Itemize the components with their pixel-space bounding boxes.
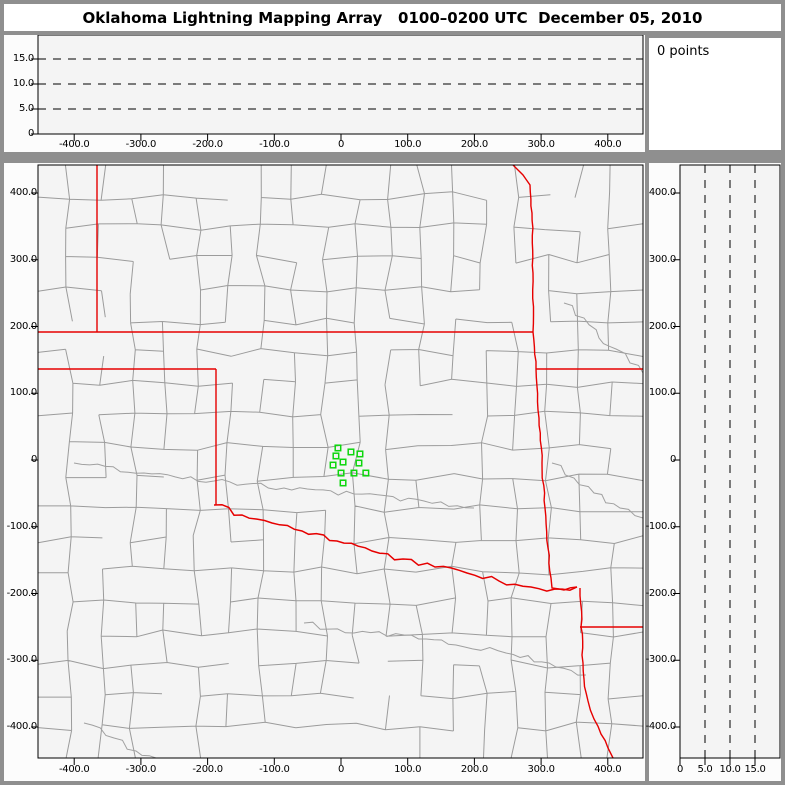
x-tick-label: -400.0 [58,139,90,150]
x-tick-label: -100.0 [259,139,290,150]
y-tick-label: -200.0 [645,587,677,599]
station-marker [329,461,337,469]
y-tick-label: -300.0 [6,654,38,666]
station-marker [332,452,340,460]
x-tick-label: 400.0 [594,139,622,150]
county-lines [38,165,643,758]
river [551,462,643,519]
station-marker [355,459,363,467]
x-tick-label: -100.0 [259,764,290,775]
plan-view-map[interactable] [4,163,645,781]
y-tick-label: 15.0 [12,53,34,64]
county-boundaries [38,165,643,758]
x-tick-label: 0 [337,764,345,775]
y-tick-label: -400.0 [645,721,677,732]
x-tick-label: 300.0 [527,139,555,150]
station-marker [347,448,355,456]
x-tick-label: 0 [337,139,345,150]
y-tick-label: 400.0 [648,187,676,198]
y-tick-label: 0 [669,454,676,465]
y-tick-label: 0 [30,454,37,465]
x-tick-label: 10.0 [719,764,741,775]
y-tick-label: 200.0 [9,320,37,332]
ew-altitude-panel: 15.0 10.0 5.0 0 -400.0 -300.0 -200.0 -100.0 0 100… [4,35,645,152]
x-tick-label: 100.0 [394,139,422,150]
station-marker [339,479,347,487]
river [73,462,475,509]
x-tick-label: -200.0 [192,764,223,775]
x-tick-label: 0 [676,764,684,775]
plot-background [680,165,780,758]
y-tick-label: 200.0 [648,320,676,332]
y-tick-label: 100.0 [9,387,37,399]
x-tick-label: 15.0 [744,764,766,775]
x-tick-label: -200.0 [192,139,223,150]
state-borders [38,165,643,758]
x-tick-label: -300.0 [125,139,157,150]
y-tick-label: 0 [27,128,34,139]
station-marker [334,444,342,452]
state-border-red-river [213,503,578,592]
state-border-southeast [579,588,614,758]
y-tick-label: -200.0 [6,587,38,599]
points-count-label: 0 points [657,44,710,59]
y-tick-label: 10.0 [12,78,34,89]
x-tick-label: -300.0 [125,764,157,775]
river [303,621,587,676]
y-tick-label: 5.0 [18,103,34,114]
x-tick-label: 200.0 [460,139,488,150]
x-tick-label: -400.0 [58,764,90,775]
station-markers [329,444,370,487]
points-count-panel: 0 points [649,38,781,150]
station-marker [350,469,358,477]
station-marker [356,450,364,458]
river [563,302,643,374]
y-tick-label: 300.0 [9,253,37,265]
title-bar: Oklahoma Lightning Mapping Array 0100–02… [4,4,781,31]
y-tick-label: -400.0 [6,721,38,732]
x-tick-label: 400.0 [594,764,622,775]
ns-altitude-plot[interactable] [649,163,781,781]
x-tick-label: 100.0 [394,764,422,775]
ns-altitude-panel: 400.0 300.0 200.0 100.0 0 -100.0 -200.0 -300.0 -… [645,163,781,781]
plan-view-panel: 400.0 300.0 200.0 100.0 0 -100.0 -200.0 -300.0 -… [4,163,645,781]
y-tick-label: -100.0 [645,520,677,532]
x-tick-label: 5.0 [697,764,713,775]
y-tick-label: 400.0 [9,187,37,198]
x-tick-label: 200.0 [460,764,488,775]
y-tick-label: -100.0 [6,520,38,532]
river-lines [73,302,643,758]
river [83,722,157,758]
ew-altitude-plot[interactable] [4,35,645,152]
y-tick-label: 100.0 [648,387,676,399]
y-tick-label: 300.0 [648,253,676,265]
station-marker [339,458,347,466]
station-marker [337,469,345,477]
y-tick-label: -300.0 [645,654,677,666]
window-title: Oklahoma Lightning Mapping Array 0100–02… [82,8,703,27]
state-border-missouri [512,165,578,591]
x-tick-label: 300.0 [527,764,555,775]
map-layers [38,165,643,758]
station-marker [362,469,370,477]
